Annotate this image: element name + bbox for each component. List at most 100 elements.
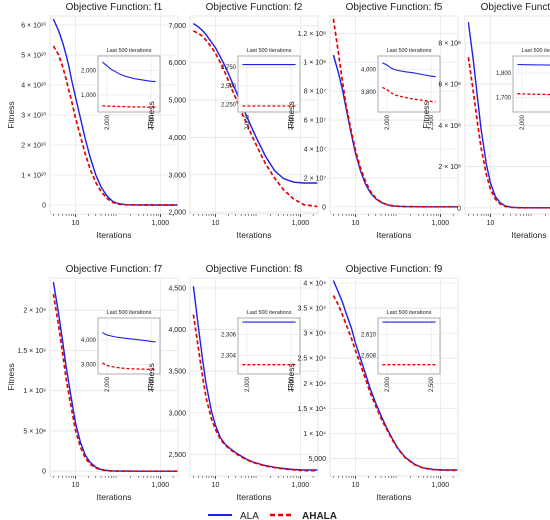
chart-title: Objective Function: f8 bbox=[206, 264, 303, 275]
y-tick-label: 0 bbox=[42, 203, 46, 210]
inset-x-tick-label: 2,000 bbox=[245, 114, 251, 130]
y-tick-label: 7,000 bbox=[168, 23, 186, 30]
x-axis-label: Iterations bbox=[512, 230, 547, 240]
y-tick-label: 0 bbox=[322, 204, 326, 211]
inset-x-tick-label: 2,000 bbox=[520, 114, 526, 130]
inset-y-tick-label: 2,610 bbox=[361, 333, 377, 339]
x-tick-label: 10 bbox=[212, 220, 220, 227]
chart-7: Objective Function: f9 5,000 1 × 10⁴ 1.5 × … bbox=[286, 264, 459, 502]
inset-series-line-ahala bbox=[102, 362, 156, 371]
x-axis-label: Iterations bbox=[97, 230, 132, 240]
inset-plot-area bbox=[237, 55, 301, 113]
inset-y-tick-label: 4,000 bbox=[361, 67, 377, 73]
chart-title: Objective Function: f9 bbox=[346, 264, 443, 275]
y-tick-label: 2 × 10⁹ bbox=[23, 308, 46, 315]
inset-y-tick-label: 1,800 bbox=[496, 71, 512, 77]
y-tick-label: 8 × 10⁸ bbox=[438, 40, 461, 47]
series-line-ahala bbox=[332, 18, 458, 208]
y-tick-label: 5 × 10⁸ bbox=[23, 428, 46, 435]
inset-plot-area bbox=[377, 55, 441, 113]
y-tick-label: 5,000 bbox=[308, 456, 326, 463]
plot-area bbox=[464, 15, 550, 215]
chart-5: Objective Function: f7 0 5 × 10⁸ 1 × 10⁹ 1.5… bbox=[6, 264, 179, 502]
inset-chart: Last 500 iterations 2,608 2,610 2,000 2,500 bbox=[361, 310, 441, 392]
inset-x-tick-label: 2,500 bbox=[149, 114, 155, 130]
chart-title: Objective Function: f1 bbox=[66, 2, 163, 13]
y-tick-label: 0 bbox=[457, 205, 461, 212]
inset-x-tick-label: 2,000 bbox=[105, 376, 111, 392]
inset-y-tick-label: 2,306 bbox=[221, 333, 237, 339]
inset-y-tick-label: 2,500 bbox=[221, 84, 237, 90]
inset-chart: Last 500 iterations 1,000 2,000 2,000 2,500 bbox=[81, 48, 161, 130]
y-tick-label: 2 × 10⁴ bbox=[303, 381, 326, 388]
legend-ahala-label: AHALA bbox=[302, 511, 337, 520]
y-tick-label: 6 × 10¹⁰ bbox=[21, 22, 46, 30]
y-tick-label: 3,000 bbox=[168, 410, 186, 417]
y-tick-label: 4 × 10⁴ bbox=[303, 281, 326, 288]
y-tick-label: 4 × 10¹⁰ bbox=[21, 82, 46, 90]
legend: ALA AHALA bbox=[208, 511, 337, 520]
x-axis-label: Iterations bbox=[237, 492, 272, 502]
inset-y-tick-label: 2,304 bbox=[221, 353, 237, 359]
inset-plot-area bbox=[97, 55, 161, 113]
inset-series-line-ala bbox=[102, 61, 156, 83]
y-tick-label: 1.5 × 10⁹ bbox=[18, 348, 47, 355]
x-tick-label: 1,000 bbox=[432, 220, 450, 227]
inset-series-line-ahala bbox=[517, 93, 550, 96]
inset-x-tick-label: 2,000 bbox=[105, 114, 111, 130]
y-tick-label: 3 × 10⁴ bbox=[303, 331, 326, 338]
inset-x-tick-label: 2,000 bbox=[385, 376, 391, 392]
inset-y-tick-label: 2,608 bbox=[361, 353, 377, 359]
inset-plot-area bbox=[377, 317, 441, 375]
y-tick-label: 2.5 × 10⁴ bbox=[297, 356, 326, 363]
x-axis-label: Iterations bbox=[377, 230, 412, 240]
chart-6: Objective Function: f8 2,500 3,000 3,500 4,0… bbox=[146, 264, 319, 502]
x-tick-label: 10 bbox=[487, 220, 495, 227]
y-tick-label: 3,000 bbox=[168, 172, 186, 179]
y-tick-label: 4 × 10⁸ bbox=[438, 123, 461, 130]
y-tick-label: 4,000 bbox=[168, 327, 186, 334]
inset-title: Last 500 iterations bbox=[247, 310, 292, 316]
y-axis-label: Fitness bbox=[286, 101, 296, 128]
y-tick-label: 1.5 × 10⁴ bbox=[297, 406, 326, 413]
inset-series-line-ahala bbox=[102, 105, 156, 108]
legend-ala-label: ALA bbox=[240, 511, 259, 520]
plot-area bbox=[329, 15, 459, 215]
inset-title: Last 500 iterations bbox=[107, 48, 152, 54]
y-tick-label: 8 × 10⁷ bbox=[304, 89, 327, 96]
inset-y-tick-label: 4,000 bbox=[81, 338, 97, 344]
x-tick-label: 1,000 bbox=[152, 220, 170, 227]
inset-title: Last 500 iterations bbox=[107, 310, 152, 316]
series-line-ahala bbox=[192, 314, 318, 472]
inset-x-tick-label: 2,500 bbox=[429, 376, 435, 392]
chart-3: Objective Function: f5 0 2 × 10⁷ 4 × 10⁷ 6 ×… bbox=[286, 2, 459, 240]
inset-title: Last 500 iterations bbox=[522, 48, 550, 54]
series-line-ahala bbox=[52, 45, 178, 206]
plot-area bbox=[189, 277, 319, 477]
y-tick-label: 1.2 × 10⁸ bbox=[298, 31, 326, 38]
y-tick-label: 1 × 10⁸ bbox=[303, 60, 326, 67]
y-tick-label: 0 bbox=[42, 469, 46, 476]
x-tick-label: 10 bbox=[352, 482, 360, 489]
chart-1: Objective Function: f1 0 1 × 10¹⁰ 2 × 10¹⁰ 3… bbox=[6, 2, 179, 240]
inset-title: Last 500 iterations bbox=[387, 48, 432, 54]
inset-series-line-ala bbox=[382, 62, 436, 78]
chart-4: Objective Function: f6 0 2 × 10⁸ 4 × 10⁸ 6 ×… bbox=[421, 2, 550, 240]
y-tick-label: 2,500 bbox=[168, 452, 186, 459]
chart-2: Objective Function: f2 2,000 3,000 4,000 5,0… bbox=[146, 2, 319, 240]
y-axis-label: Fitness bbox=[146, 363, 156, 390]
y-axis-label: Fitness bbox=[6, 363, 16, 390]
y-tick-label: 4,500 bbox=[168, 285, 186, 292]
plot-area bbox=[189, 15, 319, 215]
chart-title: Objective Function: f5 bbox=[346, 2, 443, 13]
y-axis-label: Fitness bbox=[146, 101, 156, 128]
y-tick-label: 6 × 10⁸ bbox=[438, 82, 461, 89]
x-tick-label: 10 bbox=[72, 220, 80, 227]
inset-y-tick-label: 1,000 bbox=[81, 93, 97, 99]
y-tick-label: 1 × 10⁹ bbox=[23, 388, 46, 395]
y-tick-label: 2 × 10⁸ bbox=[438, 164, 461, 171]
inset-y-tick-label: 2,750 bbox=[221, 65, 237, 71]
y-tick-label: 2 × 10⁷ bbox=[304, 175, 327, 182]
x-axis-label: Iterations bbox=[237, 230, 272, 240]
